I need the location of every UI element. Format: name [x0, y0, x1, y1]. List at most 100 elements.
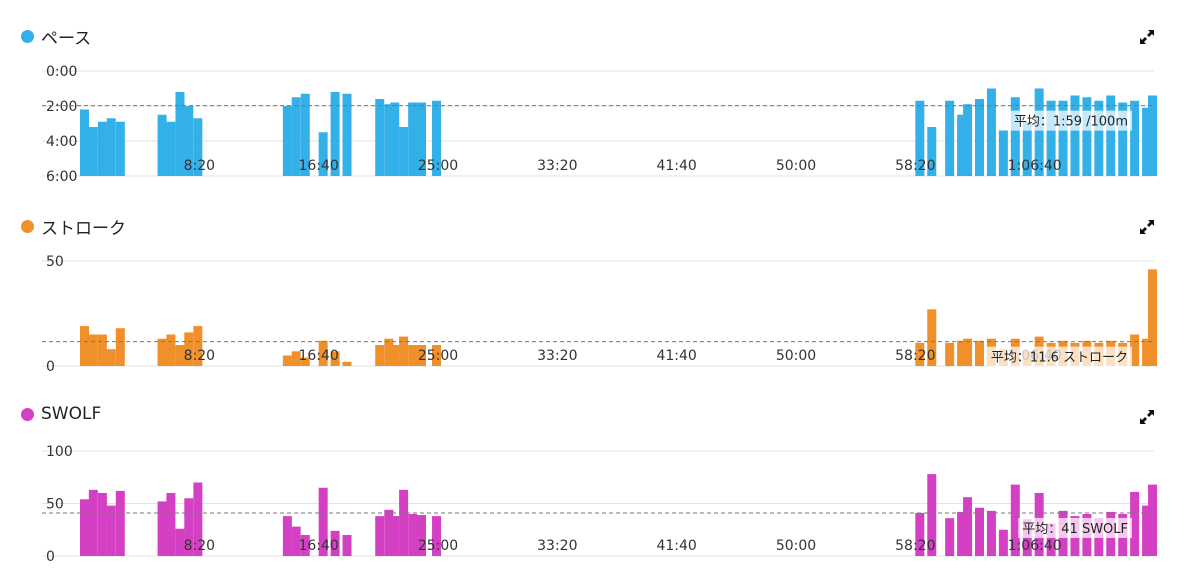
bar [399, 336, 409, 366]
pace-color-dot [21, 30, 34, 43]
bar [80, 109, 89, 176]
bar [390, 516, 400, 556]
bar [998, 130, 1008, 176]
bar [384, 338, 394, 366]
bar [291, 97, 301, 176]
stroke-title: ストローク [41, 219, 126, 239]
bar [399, 127, 409, 176]
x-tick-label: 25:00 [418, 158, 458, 174]
average-label: 平均：11.6 ストローク [991, 351, 1128, 366]
x-tick-label: 41:40 [656, 348, 696, 364]
x-tick-label: 41:40 [656, 158, 696, 174]
x-tick-label: 8:20 [184, 348, 215, 364]
bar [375, 345, 385, 366]
bar [384, 104, 394, 176]
bar [97, 334, 107, 366]
pace-chart: 0:00 2:00 4:00 6:00 8:20 16:40 25:00 33:20 41:40… [42, 64, 1158, 185]
bar [416, 102, 426, 176]
bar [963, 497, 973, 556]
bar [184, 332, 194, 366]
stroke-panel: ストローク 0 50 8:20 16:40 25:00 33:20 41:40 50:00 58… [0, 190, 1194, 380]
bar [945, 342, 955, 366]
bar [399, 489, 409, 556]
y-tick-label: 6:00 [46, 169, 77, 185]
bar [1010, 484, 1020, 556]
bar [330, 530, 340, 556]
bar [157, 501, 167, 556]
bar [193, 118, 203, 176]
bar [175, 528, 185, 556]
x-tick-label: 1:06:40 [1008, 538, 1062, 554]
bar [88, 127, 98, 176]
x-tick-label: 50:00 [776, 538, 816, 554]
bar [1046, 100, 1056, 176]
bar [957, 511, 967, 556]
bar [1058, 100, 1068, 176]
x-tick-label: 16:40 [298, 158, 338, 174]
bar [384, 509, 394, 556]
x-tick-label: 58:20 [895, 348, 935, 364]
bar [390, 345, 400, 366]
bar [166, 334, 176, 366]
bar [282, 106, 292, 176]
bar [291, 351, 301, 366]
bar [1106, 95, 1116, 176]
average-label: 平均：41 SWOLF [1022, 522, 1128, 537]
bar [1118, 102, 1128, 176]
bar [1130, 334, 1140, 366]
bar [1094, 100, 1104, 176]
bar [97, 121, 107, 176]
bar [1142, 338, 1152, 366]
bar [318, 487, 328, 556]
bar [80, 326, 89, 366]
swolf-chart: 0 50 100 8:20 16:40 25:00 33:20 41:40 50:00 58:20… [42, 444, 1158, 565]
x-tick-label: 41:40 [656, 538, 696, 554]
bar [927, 309, 937, 366]
bar [318, 340, 328, 366]
x-tick-label: 1:06:40 [1008, 158, 1062, 174]
x-tick-label: 50:00 [776, 158, 816, 174]
average-label-bg [1009, 110, 1132, 131]
bar [166, 493, 176, 556]
bar [1034, 88, 1044, 176]
y-tick-label: 50 [46, 497, 64, 513]
bar [1070, 95, 1080, 176]
y-tick-label: 0:00 [46, 64, 77, 80]
bar [408, 514, 418, 556]
swolf-color-dot [21, 407, 34, 421]
bar [986, 510, 996, 556]
bar [318, 132, 328, 176]
x-tick-label: 58:20 [895, 158, 935, 174]
bar [390, 102, 400, 176]
bar [915, 512, 925, 556]
stroke-color-dot [21, 220, 34, 233]
bar [175, 345, 185, 366]
y-tick-label: 100 [46, 444, 73, 460]
expand-arrows-icon[interactable] [1138, 408, 1156, 426]
bar [193, 326, 203, 366]
bar [115, 121, 125, 176]
y-tick-label: 50 [46, 254, 64, 270]
x-tick-label: 16:40 [298, 348, 338, 364]
bar [1010, 97, 1020, 176]
bar [106, 349, 116, 366]
expand-arrows-icon[interactable] [1138, 28, 1156, 46]
x-tick-label: 50:00 [776, 348, 816, 364]
x-tick-label: 33:20 [537, 538, 577, 554]
bar [975, 340, 984, 366]
average-label: 平均：1:59 /100m [1014, 115, 1128, 130]
bar [1130, 100, 1140, 176]
bar [300, 93, 310, 176]
y-tick-label: 2:00 [46, 99, 77, 115]
bar [1148, 269, 1158, 366]
bar [80, 499, 89, 556]
expand-arrows-icon[interactable] [1138, 218, 1156, 236]
bar [115, 328, 125, 366]
bar [106, 505, 116, 556]
x-tick-label: 33:20 [537, 348, 577, 364]
y-tick-label: 0 [46, 359, 55, 375]
pace-title: ペース [41, 29, 92, 49]
bar [915, 342, 925, 366]
bar [184, 106, 194, 176]
x-tick-label: 25:00 [418, 348, 458, 364]
